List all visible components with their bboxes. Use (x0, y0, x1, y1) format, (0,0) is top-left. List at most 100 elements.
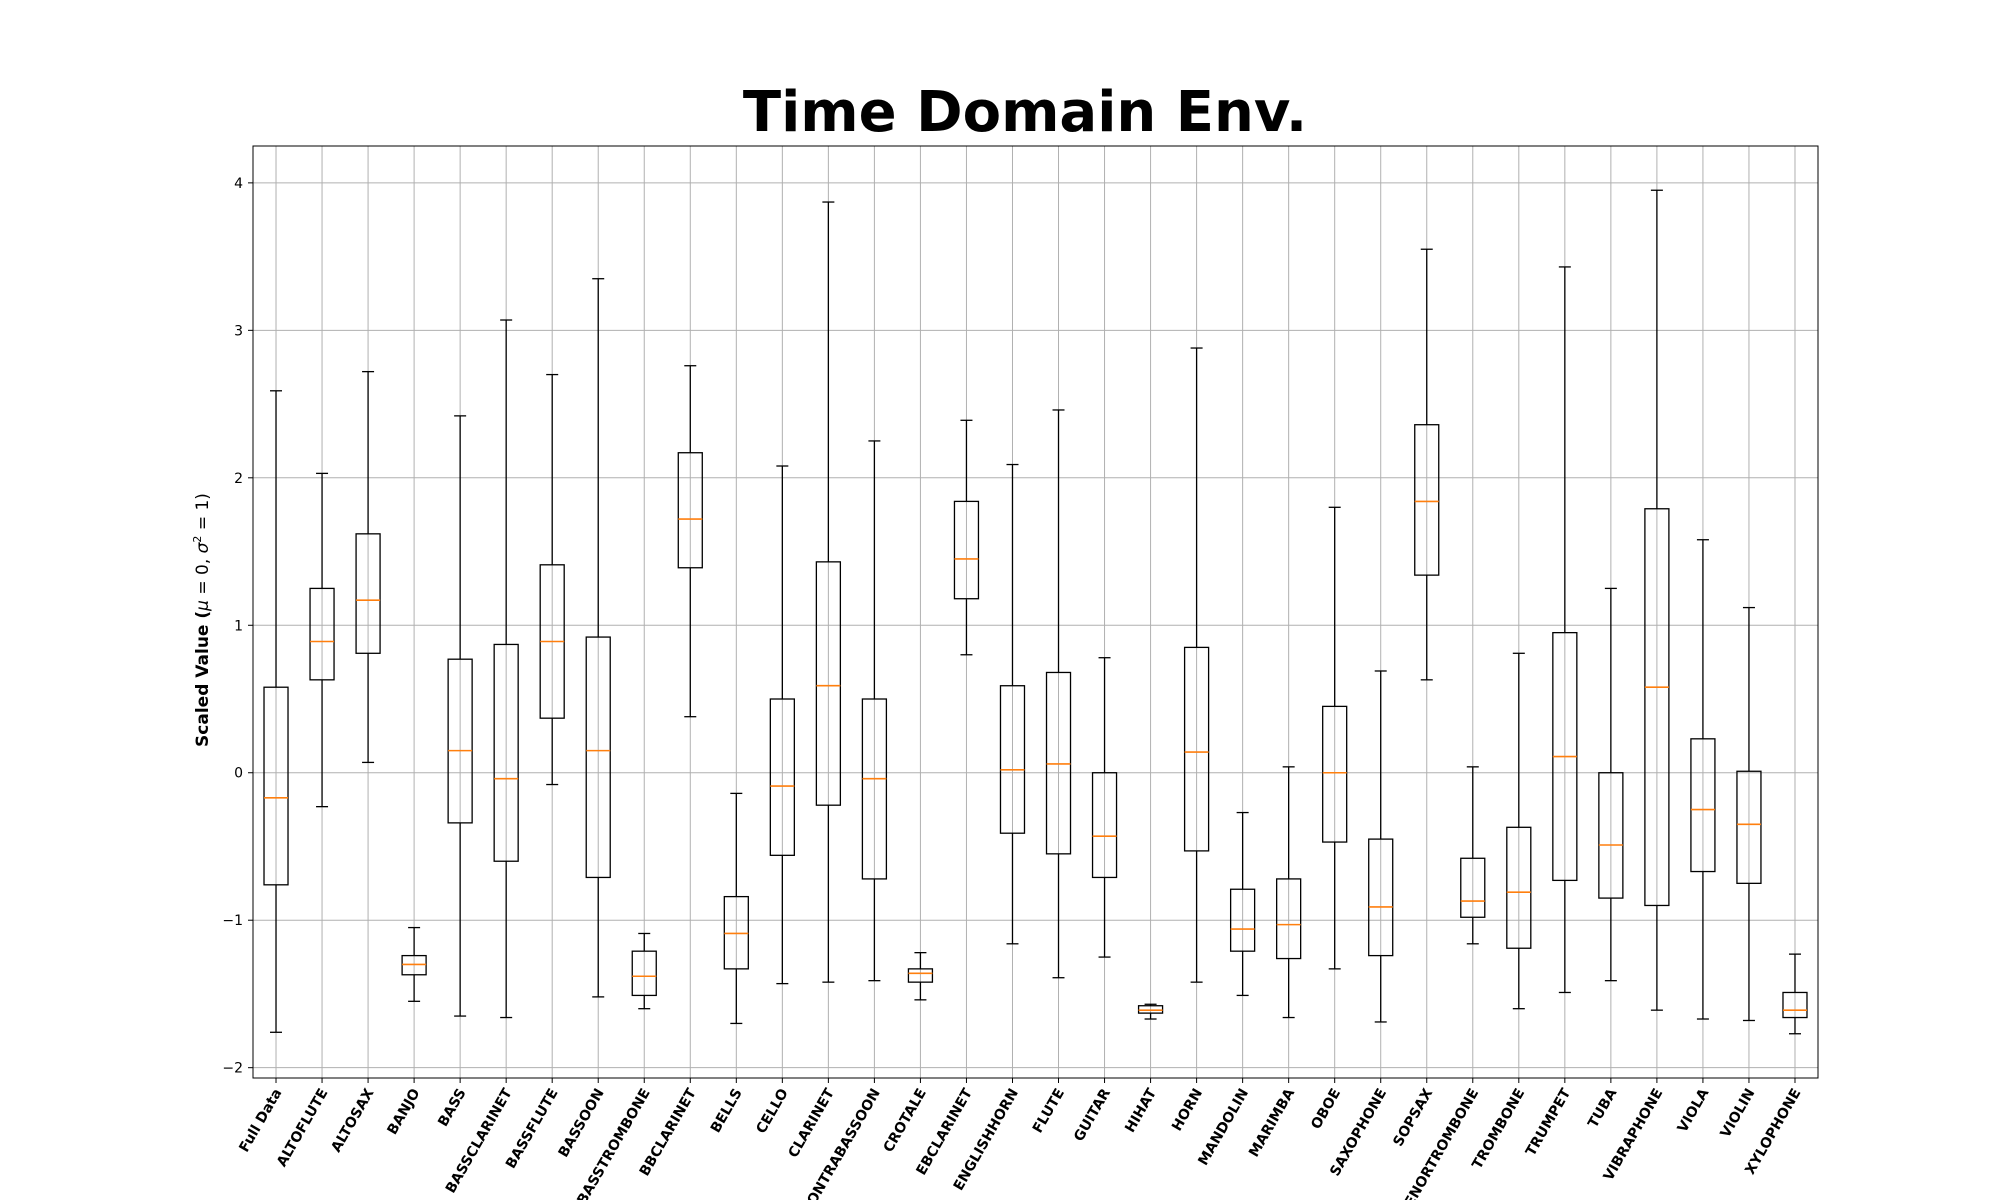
box-item (263, 390, 289, 1033)
y-tick-label: 2 (234, 471, 243, 487)
box-iqr (1598, 772, 1624, 899)
box-item (539, 373, 565, 786)
x-tick-label: SOPSAX (1390, 1086, 1436, 1150)
x-tick-label: HIHAT (1122, 1086, 1160, 1136)
y-tick-label: 1 (234, 618, 243, 634)
y-tick-label: 0 (234, 766, 243, 782)
grid-layer (253, 146, 1818, 1078)
x-tick-label: CONTRABASSOON (799, 1086, 884, 1200)
box-iqr (953, 500, 980, 600)
box-iqr (861, 698, 888, 880)
box-iqr (1506, 826, 1532, 949)
x-tick-label: CLARINET (786, 1086, 839, 1161)
y-tick-label: −1 (222, 913, 243, 929)
x-tick-label: HORN (1169, 1086, 1206, 1134)
box-item (1598, 587, 1624, 982)
box-item (585, 278, 611, 998)
box-item (907, 952, 934, 1001)
x-tick-label: BASSOON (556, 1086, 608, 1160)
box-item (493, 319, 519, 1019)
box-layer (263, 189, 1808, 1035)
box-iqr (1183, 646, 1210, 852)
x-tick-label: FLUTE (1030, 1086, 1068, 1136)
box-iqr (1276, 878, 1302, 960)
box-iqr (1414, 424, 1440, 576)
plot-area-frame (252, 145, 1819, 1079)
box-item (1368, 670, 1394, 1023)
x-tick-label: BASS (435, 1086, 469, 1130)
x-tick-label: VIOLA (1675, 1086, 1713, 1135)
y-tick-label: −2 (222, 1061, 243, 1077)
box-item (1183, 347, 1210, 983)
y-axis-label: Scaled Value (μ = 0, σ2 = 1) (191, 493, 213, 747)
box-iqr (1644, 508, 1670, 907)
box-iqr (1091, 772, 1118, 879)
box-item (401, 926, 427, 1002)
box-iqr (1460, 857, 1486, 918)
y-axis-label-sigma-eq: = 1) (193, 493, 213, 536)
x-tick-label: CELLO (753, 1086, 791, 1137)
box-item (677, 365, 703, 718)
x-tick-label: VIOLIN (1718, 1086, 1759, 1141)
box-item (1552, 266, 1578, 994)
x-tick-label: ALTOSAX (328, 1086, 377, 1155)
box-item (1045, 409, 1072, 979)
y-tick-label: 4 (234, 176, 243, 192)
box-iqr (1736, 770, 1762, 884)
box-iqr (677, 452, 703, 569)
box-item (1690, 539, 1716, 1020)
x-tick-label: TRUMPET (1523, 1086, 1575, 1159)
box-item (1414, 248, 1440, 681)
box-item (355, 370, 381, 764)
box-item (1644, 189, 1670, 1011)
box-iqr (999, 685, 1026, 834)
box-item (447, 415, 473, 1017)
x-tick-label: MARIMBA (1246, 1086, 1298, 1160)
y-axis-label-prefix: Scaled Value ( (193, 611, 213, 747)
box-iqr (631, 950, 657, 997)
box-item (1229, 811, 1256, 997)
y-axis-label-sigma-sup: 2 (191, 536, 204, 543)
x-tick-label: MANDOLIN (1195, 1086, 1252, 1168)
x-tick-label: OBOE (1308, 1086, 1344, 1132)
box-iqr (585, 636, 611, 879)
box-iqr (907, 968, 934, 983)
box-item (631, 932, 657, 1010)
y-tick-label: 3 (234, 323, 243, 339)
box-iqr (1782, 991, 1808, 1019)
box-item (815, 201, 842, 983)
box-item (1276, 766, 1302, 1019)
box-item (1506, 652, 1532, 1010)
box-iqr (355, 533, 381, 654)
box-iqr (769, 698, 795, 856)
box-iqr (309, 587, 335, 681)
chart-title: Time Domain Env. (743, 80, 1307, 145)
box-iqr (1229, 888, 1256, 952)
box-item (723, 792, 749, 1025)
box-item (1322, 506, 1348, 970)
x-tick-label: CROTALE (881, 1086, 930, 1155)
x-tick-label: Full Data (236, 1086, 285, 1155)
x-tick-label: TUBA (1585, 1086, 1620, 1131)
y-axis-label-sigma: σ (193, 541, 213, 553)
x-tick-label: TENORTROMBONE (1397, 1086, 1482, 1200)
box-item (769, 465, 795, 985)
box-iqr (447, 658, 473, 824)
box-item (1460, 766, 1486, 945)
box-iqr (263, 686, 289, 886)
box-item (1137, 1003, 1164, 1020)
box-iqr (493, 643, 519, 862)
y-axis-label-mu-eq: = 0, (193, 553, 213, 600)
box-item (309, 472, 335, 808)
x-tick-label: GUITAR (1071, 1086, 1114, 1145)
box-item (861, 440, 888, 982)
box-item (1782, 953, 1808, 1035)
y-axis-label-mu: μ (193, 600, 213, 612)
box-iqr (1322, 705, 1348, 843)
box-iqr (815, 561, 842, 806)
box-item (1091, 657, 1118, 958)
box-iqr (1368, 838, 1394, 957)
x-tick-label: BANJO (385, 1086, 424, 1138)
